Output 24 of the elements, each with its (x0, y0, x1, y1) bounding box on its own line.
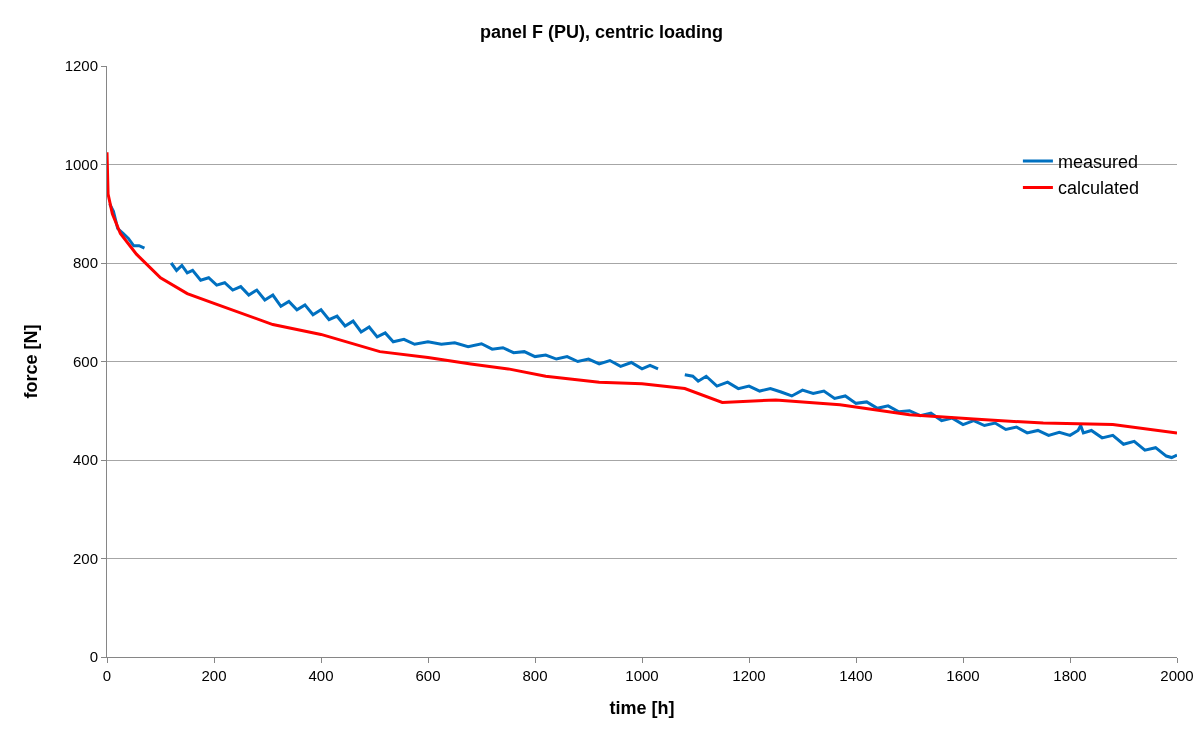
legend-label: calculated (1057, 178, 1139, 199)
y-tick-label: 400 (72, 451, 98, 469)
legend-label: measured (1057, 152, 1138, 173)
x-tick-label: 1400 (839, 667, 873, 684)
y-axis-title: force [N] (20, 324, 41, 399)
x-tick-label: 0 (102, 667, 112, 684)
chart-title: panel F (PU), centric loading (479, 22, 724, 43)
x-tick-label: 1200 (732, 667, 766, 684)
x-tick-label: 1600 (946, 667, 980, 684)
y-tick-label: 0 (89, 648, 98, 666)
y-tick-label: 600 (72, 352, 98, 370)
x-tick-label: 800 (522, 667, 548, 684)
y-tick-label: 200 (72, 549, 98, 567)
y-tick-label: 800 (72, 254, 98, 272)
y-tick-label: 1200 (64, 57, 98, 75)
x-tick-label: 2000 (1160, 667, 1194, 684)
y-tick-label: 1000 (64, 155, 98, 173)
x-tick-label: 600 (415, 667, 441, 684)
x-axis-title: time [h] (609, 698, 675, 719)
line-series (107, 150, 1177, 435)
x-tick-label: 200 (201, 667, 227, 684)
x-tick-label: 1800 (1053, 667, 1087, 684)
x-tick-label: 400 (308, 667, 334, 684)
x-tick-label: 1000 (625, 667, 659, 684)
